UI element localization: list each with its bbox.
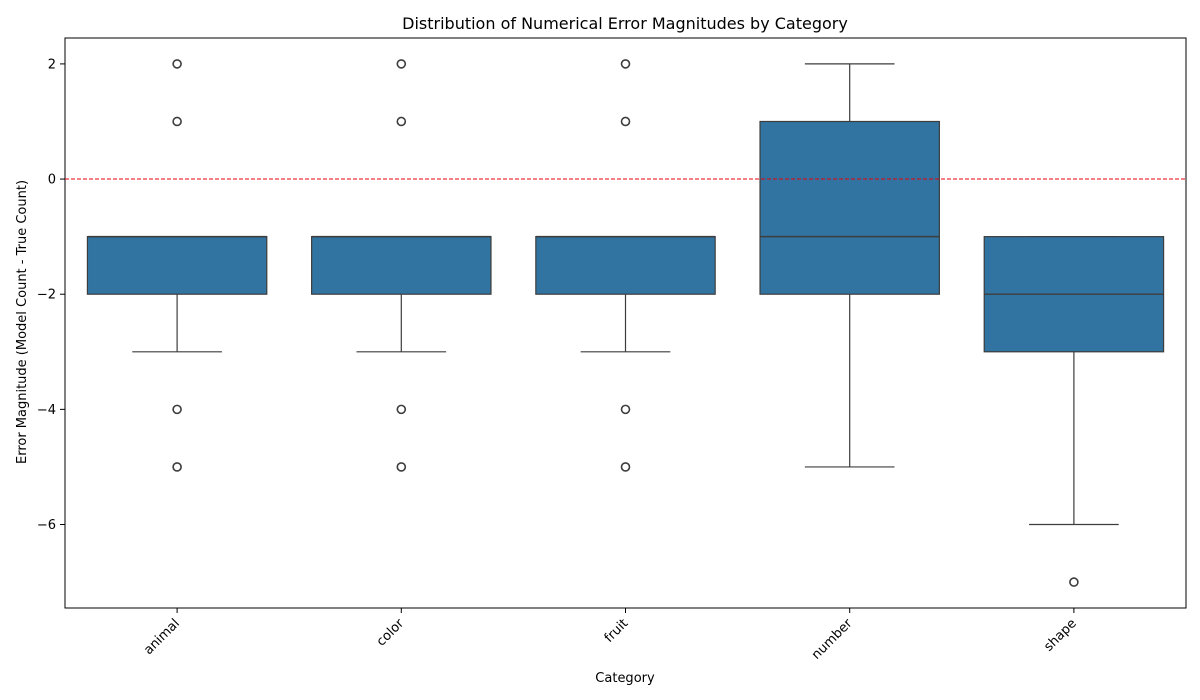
- outlier-point: [172, 462, 182, 472]
- outlier-point: [396, 462, 407, 472]
- outlier-point: [172, 404, 182, 415]
- plot-area: 2 0 −2 −4 −6 animal color fruit number shape: [37, 37, 1187, 663]
- y-tick-label: 0: [48, 173, 56, 188]
- x-tick-label: shape: [1041, 616, 1079, 654]
- outlier-point: [620, 59, 631, 69]
- outlier-point: [172, 59, 182, 69]
- x-tick-label: number: [809, 616, 856, 663]
- y-tick-label: −6: [37, 518, 56, 533]
- outlier-point: [620, 404, 631, 415]
- y-tick-label: 2: [48, 57, 56, 72]
- outlier-point: [620, 116, 631, 127]
- x-tick-label: color: [374, 616, 408, 650]
- outlier-point: [396, 116, 407, 127]
- outlier-point: [1069, 577, 1079, 587]
- outlier-point: [396, 59, 407, 69]
- box-color: [311, 236, 492, 295]
- y-axis-label: Error Magnitude (Model Count - True Coun…: [15, 180, 30, 464]
- box-animal: [86, 236, 268, 295]
- box-fruit: [535, 236, 716, 295]
- outlier-point: [172, 116, 182, 127]
- outlier-point: [396, 404, 407, 415]
- outlier-point: [620, 462, 631, 472]
- x-tick-label: fruit: [602, 616, 632, 646]
- y-tick-label: −4: [37, 403, 56, 418]
- x-axis-label: Category: [595, 671, 655, 686]
- y-tick-label: −2: [37, 288, 56, 303]
- x-tick-label: animal: [141, 616, 183, 658]
- box-number: [759, 120, 940, 295]
- chart-title: Distribution of Numerical Error Magnitud…: [402, 14, 848, 33]
